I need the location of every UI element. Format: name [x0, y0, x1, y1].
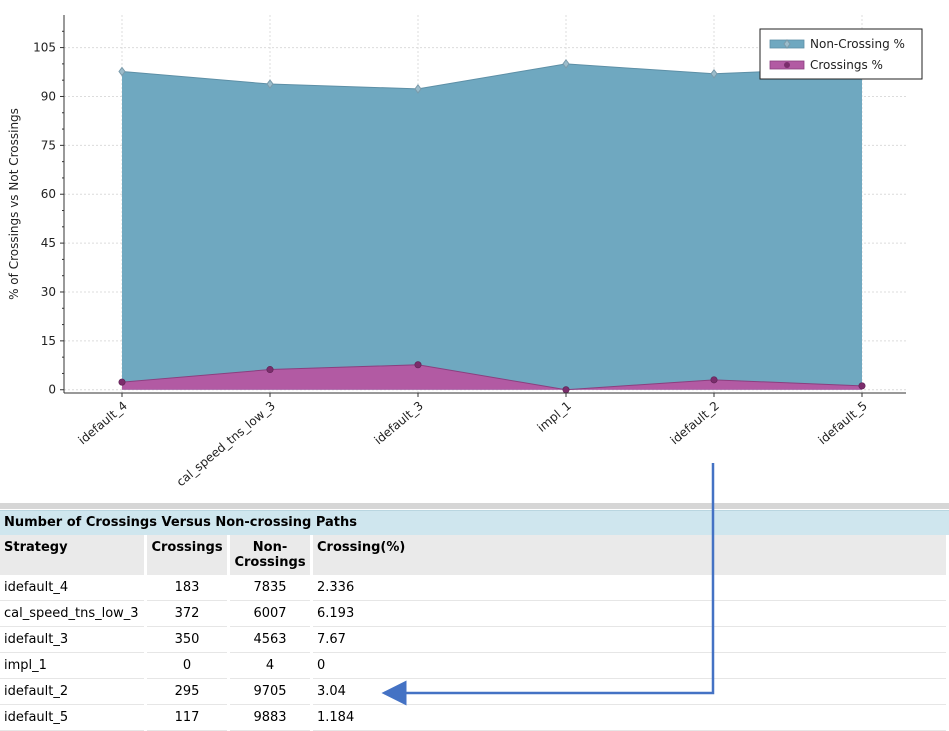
header-crossings[interactable]: Crossings: [145, 535, 230, 575]
crossings-point: [414, 361, 422, 369]
table-title: Number of Crossings Versus Non-crossing …: [0, 510, 949, 535]
cell-crossings: 0: [145, 652, 230, 679]
crossings-point: [710, 376, 718, 384]
non-crossing-point: [414, 84, 422, 94]
table-row[interactable]: idefault_5 117 9883 1.184: [0, 704, 949, 731]
cell-non-crossings: 4: [228, 652, 313, 679]
y-tick-label: 60: [41, 187, 56, 201]
cell-crossing-percent: 1.184: [311, 704, 949, 731]
y-tick-label: 45: [41, 236, 56, 250]
crossings-line: [121, 364, 863, 391]
cell-crossings: 183: [145, 575, 230, 601]
cell-crossing-percent: 2.336: [311, 575, 949, 601]
legend-label: Crossings %: [810, 58, 883, 72]
legend: Non-Crossing % Crossings %: [759, 28, 923, 80]
table-body: idefault_4 183 7835 2.336 cal_speed_tns_low_…: [0, 575, 949, 731]
cell-strategy: idefault_3: [0, 626, 147, 653]
cell-crossing-percent: 3.04: [311, 678, 949, 705]
cell-non-crossings: 7835: [228, 575, 313, 601]
cell-strategy: idefault_4: [0, 575, 147, 601]
cell-strategy: cal_speed_tns_low_3: [0, 600, 147, 627]
cell-strategy: idefault_5: [0, 704, 147, 731]
non-crossing-line: [121, 63, 863, 90]
cell-non-crossings: 9705: [228, 678, 313, 705]
y-tick-label: 15: [41, 334, 56, 348]
y-tick-label: 90: [41, 89, 56, 103]
y-tick-label: 30: [41, 285, 56, 299]
chart-panel: 0 15 30 45 60 75 90 105 idefault_4 cal_speed_tns_…: [7, 15, 923, 490]
x-tick-label: idefault_3: [372, 399, 426, 448]
header-crossing-percent[interactable]: Crossing(%): [311, 535, 949, 575]
table-row[interactable]: idefault_3 350 4563 7.67: [0, 626, 949, 653]
table-row[interactable]: idefault_4 183 7835 2.336: [0, 575, 949, 601]
legend-box: [759, 28, 923, 80]
header-strategy[interactable]: Strategy: [0, 535, 147, 575]
non-crossing-point: [562, 59, 570, 69]
cell-crossing-percent: 0: [311, 652, 949, 679]
cell-crossings: 295: [145, 678, 230, 705]
cell-crossings: 117: [145, 704, 230, 731]
legend-marker: [784, 62, 790, 68]
crossings-point: [562, 386, 570, 394]
crossings-area: [122, 364, 862, 390]
non-crossing-point: [710, 68, 718, 79]
crossings-point: [266, 366, 274, 374]
cell-crossings: 372: [145, 600, 230, 627]
legend-label: Non-Crossing %: [810, 37, 905, 51]
y-axis-label: % of Crossings vs Not Crossings: [7, 108, 21, 300]
legend-marker: [783, 39, 791, 49]
cell-strategy: idefault_2: [0, 678, 147, 705]
cell-crossing-percent: 7.67: [311, 626, 949, 653]
y-tick-label: 75: [41, 138, 56, 152]
cell-non-crossings: 4563: [228, 626, 313, 653]
x-tick-label: impl_1: [535, 399, 574, 435]
crossings-point: [858, 382, 866, 390]
crossings-table-panel: Number of Crossings Versus Non-crossing …: [0, 510, 949, 731]
table-row[interactable]: idefault_2 295 9705 3.04: [0, 678, 949, 705]
non-crossing-area: [122, 63, 862, 390]
crossings-table: Strategy Crossings Non- Crossings Crossi…: [0, 535, 949, 731]
y-tick-label: 105: [33, 41, 56, 55]
cell-crossings: 350: [145, 626, 230, 653]
non-crossing-point: [266, 79, 274, 89]
cell-strategy: impl_1: [0, 652, 147, 679]
non-crossing-point: [118, 66, 126, 77]
table-row[interactable]: cal_speed_tns_low_3 372 6007 6.193: [0, 600, 949, 627]
y-tick-label: 0: [48, 383, 56, 397]
table-header-row: Strategy Crossings Non- Crossings Crossi…: [0, 535, 949, 575]
table-row[interactable]: impl_1 0 4 0: [0, 652, 949, 679]
x-tick-label: idefault_4: [76, 399, 130, 448]
cell-non-crossings: 6007: [228, 600, 313, 627]
panel-divider[interactable]: [0, 503, 949, 509]
crossings-point: [118, 378, 126, 386]
header-non-crossings[interactable]: Non- Crossings: [228, 535, 313, 575]
x-tick-label: idefault_2: [668, 399, 722, 448]
area-chart: 0 15 30 45 60 75 90 105 idefault_4 cal_speed_tns_…: [7, 15, 923, 490]
x-tick-label: cal_speed_tns_low_3: [174, 399, 278, 490]
cell-non-crossings: 9883: [228, 704, 313, 731]
cell-crossing-percent: 6.193: [311, 600, 949, 627]
x-tick-label: idefault_5: [816, 399, 870, 448]
